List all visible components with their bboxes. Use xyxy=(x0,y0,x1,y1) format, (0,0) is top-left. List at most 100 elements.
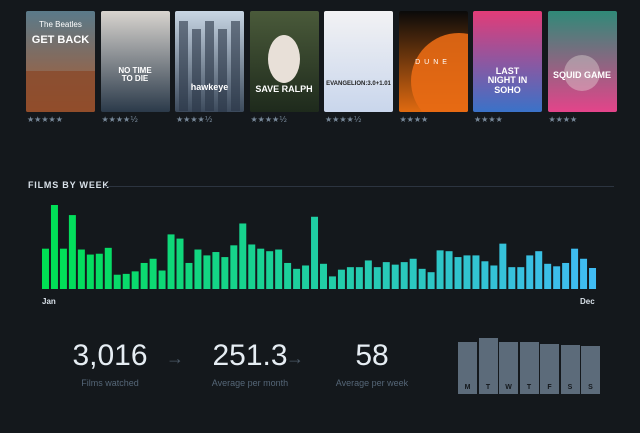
week-bar[interactable] xyxy=(50,205,58,289)
poster-image[interactable]: GET BACK The Beatles xyxy=(26,11,95,112)
poster-artwork xyxy=(175,11,244,112)
week-bar[interactable] xyxy=(589,268,597,289)
week-bar[interactable] xyxy=(149,258,157,289)
week-bar[interactable] xyxy=(113,274,121,289)
week-bar[interactable] xyxy=(293,268,301,289)
weekday-label: F xyxy=(547,384,552,391)
week-bar[interactable] xyxy=(580,258,588,289)
week-bar[interactable] xyxy=(535,251,543,289)
poster-title: SAVE RALPH xyxy=(255,84,313,94)
week-bar[interactable] xyxy=(328,276,336,289)
week-bar[interactable] xyxy=(544,263,552,289)
week-bar[interactable] xyxy=(122,273,130,289)
week-bar[interactable] xyxy=(337,269,345,289)
week-bar[interactable] xyxy=(400,262,408,289)
week-bar[interactable] xyxy=(445,251,453,289)
weekday-bar[interactable]: S xyxy=(581,345,600,394)
poster-card[interactable]: EVANGELION:3.0+1.01 ★★★★½ xyxy=(324,11,393,124)
week-bar[interactable] xyxy=(346,267,354,289)
poster-card[interactable]: NO TIME TO DIE ★★★★½ xyxy=(100,11,170,124)
week-bar[interactable] xyxy=(463,255,471,289)
weekday-label: S xyxy=(567,384,573,391)
weekday-bar[interactable]: T xyxy=(478,338,498,394)
week-bar[interactable] xyxy=(86,254,94,289)
week-bar[interactable] xyxy=(212,252,220,289)
week-bar[interactable] xyxy=(284,262,292,289)
poster-image[interactable]: hawkeye xyxy=(175,11,244,112)
week-bar[interactable] xyxy=(418,268,426,289)
poster-card[interactable]: LAST NIGHT IN SOHO ★★★★ xyxy=(473,11,542,124)
axis-end-label: Dec xyxy=(580,297,595,306)
films-by-week-chart xyxy=(42,205,598,289)
poster-title: SQUID GAME xyxy=(552,70,611,80)
week-bar[interactable] xyxy=(239,223,247,289)
poster-card[interactable]: hawkeye ★★★★½ xyxy=(175,11,244,124)
star-rating: ★★★★ xyxy=(548,115,578,124)
week-bar[interactable] xyxy=(320,263,327,289)
week-bar[interactable] xyxy=(221,257,229,289)
week-bar[interactable] xyxy=(77,249,85,289)
weekday-bar[interactable]: W xyxy=(499,342,518,394)
week-bar[interactable] xyxy=(158,270,166,289)
weekday-bar[interactable]: M xyxy=(458,342,477,394)
poster-image[interactable]: NO TIME TO DIE xyxy=(100,11,170,112)
week-bar[interactable] xyxy=(355,267,363,289)
poster-card[interactable]: SAVE RALPH ★★★★½ xyxy=(249,11,319,124)
poster-artwork xyxy=(324,11,393,112)
week-bar[interactable] xyxy=(409,258,417,289)
week-bar[interactable] xyxy=(203,255,211,289)
week-bar[interactable] xyxy=(364,260,372,289)
poster-artwork xyxy=(26,11,95,112)
week-bar[interactable] xyxy=(42,248,49,289)
poster-card[interactable]: DUNE ★★★★ xyxy=(398,11,468,124)
week-bar[interactable] xyxy=(472,255,480,289)
week-bar[interactable] xyxy=(436,250,444,289)
poster-artwork xyxy=(473,11,542,112)
poster-image[interactable]: LAST NIGHT IN SOHO xyxy=(473,11,542,112)
week-bar[interactable] xyxy=(382,262,390,289)
week-bar[interactable] xyxy=(266,251,274,289)
poster-card[interactable]: SQUID GAME ★★★★ xyxy=(547,11,617,124)
week-bar[interactable] xyxy=(275,249,283,289)
week-bar[interactable] xyxy=(131,271,139,289)
weekday-bar[interactable]: S xyxy=(560,344,580,394)
week-bar[interactable] xyxy=(194,249,202,289)
week-bar[interactable] xyxy=(499,243,507,289)
week-bar[interactable] xyxy=(454,257,462,289)
week-bar[interactable] xyxy=(140,262,148,289)
week-bar[interactable] xyxy=(373,267,381,289)
week-bar[interactable] xyxy=(517,267,525,289)
stat-caption: Films watched xyxy=(81,378,139,388)
week-bar[interactable] xyxy=(257,248,265,289)
week-bar[interactable] xyxy=(68,215,76,289)
week-bar[interactable] xyxy=(490,265,498,289)
poster-card[interactable]: GET BACK The Beatles ★★★★★ xyxy=(26,11,95,124)
week-bar[interactable] xyxy=(302,265,310,289)
weekday-bar[interactable]: F xyxy=(540,343,559,394)
weekday-bar[interactable]: T xyxy=(519,342,539,394)
star-rating: ★★★★½ xyxy=(250,115,287,124)
week-bar[interactable] xyxy=(176,238,184,289)
week-bar[interactable] xyxy=(553,266,561,289)
week-bar[interactable] xyxy=(508,267,516,289)
week-bar[interactable] xyxy=(167,234,175,289)
week-bar[interactable] xyxy=(526,255,534,289)
week-bar[interactable] xyxy=(311,216,319,289)
week-bar[interactable] xyxy=(95,253,103,289)
poster-image[interactable]: SAVE RALPH xyxy=(249,11,319,112)
week-bar[interactable] xyxy=(248,244,256,289)
poster-title: GET BACK xyxy=(31,34,90,46)
week-bar[interactable] xyxy=(571,248,579,289)
week-bar[interactable] xyxy=(230,245,238,289)
week-bar[interactable] xyxy=(481,261,489,289)
week-bar[interactable] xyxy=(562,262,570,289)
stat-average-per-week: 58 Average per week xyxy=(322,340,422,389)
week-bar[interactable] xyxy=(59,248,67,289)
week-bar[interactable] xyxy=(427,272,435,289)
poster-image[interactable]: SQUID GAME xyxy=(547,11,617,112)
poster-image[interactable]: DUNE xyxy=(398,11,468,112)
week-bar[interactable] xyxy=(104,247,112,289)
poster-image[interactable]: EVANGELION:3.0+1.01 xyxy=(324,11,393,112)
week-bar[interactable] xyxy=(391,264,399,289)
week-bar[interactable] xyxy=(185,262,193,289)
